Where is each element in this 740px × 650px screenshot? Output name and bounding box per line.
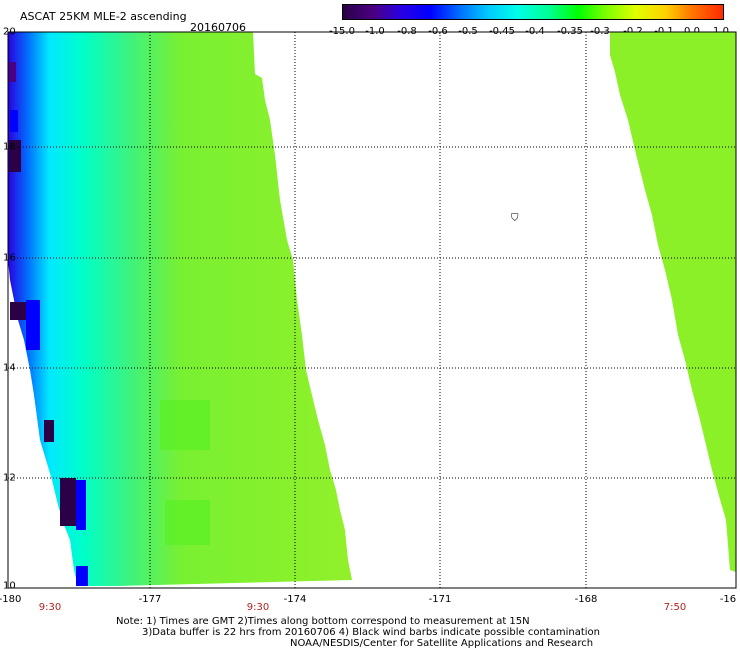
footnote-line-1: Note: 1) Times are GMT 2)Times along bot…: [116, 616, 530, 627]
x-tick-label: -177: [138, 594, 162, 605]
swath-west-dark-cell: [10, 302, 26, 320]
footnote-line-2: 3)Data buffer is 22 hrs from 20160706 4)…: [142, 627, 600, 638]
x-tick-label: -16: [719, 594, 737, 605]
swath-west-blue-cell: [26, 300, 40, 350]
footnote-line-3: NOAA/NESDIS/Center for Satellite Applica…: [290, 638, 594, 649]
time-label: 9:30: [246, 602, 270, 613]
swath-west-green-patch: [165, 500, 210, 545]
y-tick-label: 20: [3, 26, 16, 38]
plot-frame: [7, 31, 737, 589]
swath-east: [610, 32, 736, 572]
chart-date: 20160706: [190, 21, 246, 34]
time-label: 7:50: [663, 602, 687, 613]
y-tick-label: 14: [3, 362, 16, 374]
swath-west-blue-cell: [76, 480, 86, 530]
swath-east-region: [610, 32, 736, 572]
y-tick-label: 10: [3, 580, 16, 592]
y-tick-label: 18: [3, 141, 16, 153]
x-tick-label: -171: [428, 594, 452, 605]
x-tick-label: -168: [574, 594, 598, 605]
colorbar: [342, 4, 724, 20]
swath-west-dark-cell: [44, 420, 54, 442]
swath-west-blue-cell: [76, 566, 88, 586]
swath-west-dark-cell: [9, 140, 21, 172]
lat-lon-grid: [8, 32, 736, 588]
swath-west-green-patch: [160, 400, 210, 450]
swath-west: [8, 32, 352, 586]
time-label: 9:30: [38, 602, 62, 613]
chart-title: ASCAT 25KM MLE-2 ascending: [20, 10, 187, 23]
y-tick-label: 12: [3, 472, 16, 484]
swath-west-dark-cell: [60, 478, 76, 526]
swath-west-region: [8, 32, 352, 586]
x-tick-label: -174: [283, 594, 307, 605]
y-tick-label: 16: [3, 252, 16, 264]
wind-barb-icon: ⛉: [511, 213, 519, 224]
swath-west-blue-cell: [10, 110, 18, 132]
x-tick-label: -180: [0, 594, 22, 605]
swath-west-dark-cell: [9, 62, 16, 82]
